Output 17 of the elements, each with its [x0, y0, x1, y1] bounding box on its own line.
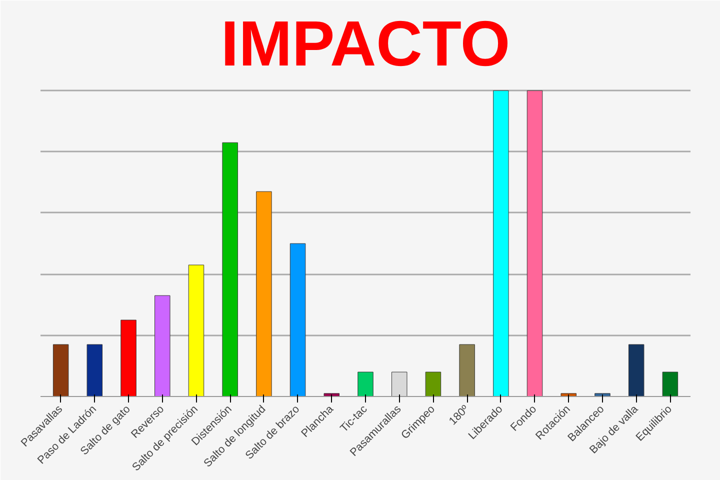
- bar: [526, 90, 543, 396]
- bar: [52, 344, 69, 396]
- bar: [86, 344, 103, 396]
- bar: [459, 344, 475, 396]
- bar: [358, 372, 374, 396]
- bar: [662, 372, 678, 396]
- bar: [493, 90, 509, 396]
- bar: [154, 295, 170, 396]
- bar: [628, 344, 644, 396]
- bar: [188, 264, 204, 396]
- bar: [256, 191, 272, 396]
- bar: [290, 243, 306, 396]
- chart-title: IMPACTO: [220, 8, 510, 80]
- bar: [425, 372, 442, 396]
- bar: [391, 372, 408, 396]
- bar: [222, 142, 238, 396]
- bar: [120, 320, 136, 396]
